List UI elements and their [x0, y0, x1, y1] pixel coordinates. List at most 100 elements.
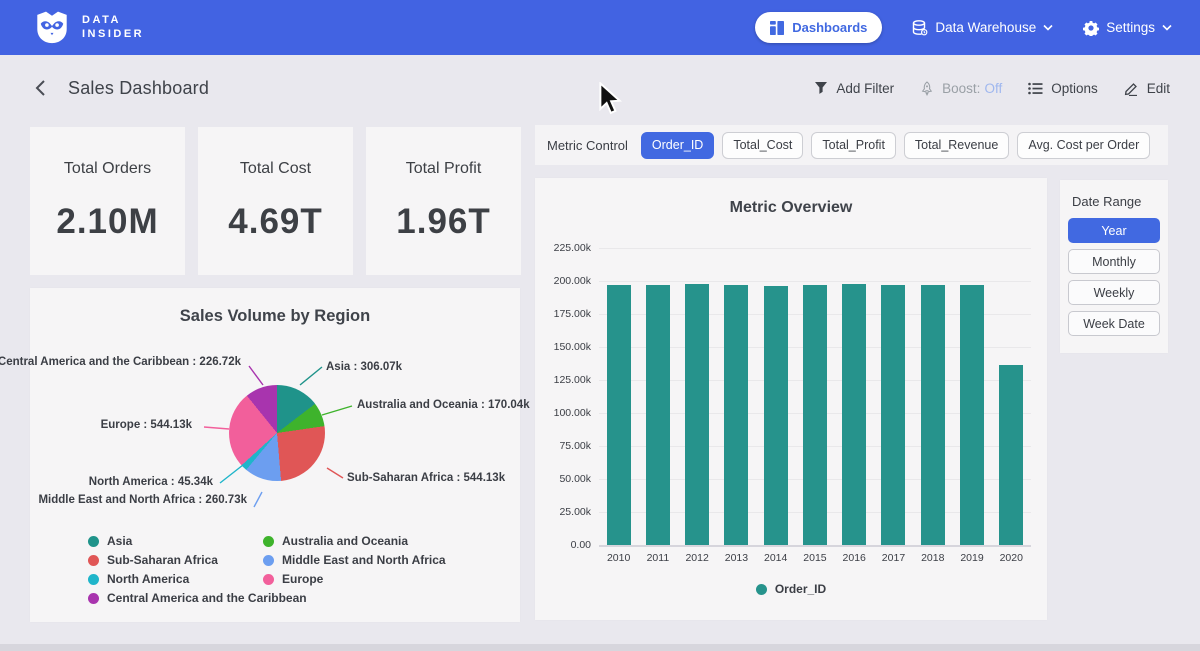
- edit-pencil-icon: [1124, 81, 1139, 96]
- boost-toggle[interactable]: Boost: Off: [920, 81, 1002, 96]
- y-tick-label: 100.00k: [539, 407, 591, 419]
- kpi-value: 4.69T: [228, 202, 323, 242]
- x-tick-label: 2012: [678, 552, 717, 564]
- metric-option-total-cost[interactable]: Total_Cost: [722, 132, 803, 159]
- pie-label-north-america: North America : 45.34k: [89, 476, 213, 488]
- edit-label: Edit: [1147, 81, 1170, 96]
- metric-control-bar: Metric Control Order_ID Total_Cost Total_P…: [535, 125, 1168, 165]
- x-tick-label: 2015: [795, 552, 834, 564]
- database-icon: [912, 20, 928, 36]
- metric-option-avg-cost-per-order[interactable]: Avg. Cost per Order: [1017, 132, 1150, 159]
- legend-item-central-america-and-the-caribbean[interactable]: Central America and the Caribbean: [88, 591, 307, 605]
- owl-logo-icon: [34, 11, 70, 44]
- pie-label-asia: Asia : 306.07k: [326, 361, 402, 373]
- pie-disc[interactable]: [229, 385, 325, 481]
- bar-2018[interactable]: [921, 285, 945, 545]
- metric-button-group: Order_ID Total_Cost Total_Profit Total_Reve…: [641, 132, 1150, 159]
- pie-label-sub-saharan-africa: Sub-Saharan Africa : 544.13k: [347, 472, 505, 484]
- legend-label: Asia: [107, 534, 132, 548]
- bar-2019[interactable]: [960, 285, 984, 545]
- data-warehouse-label: Data Warehouse: [935, 20, 1036, 35]
- kpi-value: 2.10M: [56, 202, 158, 242]
- page-header: Sales Dashboard Add Filter Boost: Off: [0, 55, 1200, 121]
- chevron-down-icon: [1043, 24, 1053, 31]
- pie-label-middle-east-and-north-africa: Middle East and North Africa : 260.73k: [38, 494, 247, 506]
- bar-2012[interactable]: [685, 284, 709, 545]
- metric-control-label: Metric Control: [547, 138, 628, 153]
- options-list-icon: [1028, 82, 1043, 95]
- x-tick-label: 2019: [953, 552, 992, 564]
- kpi-card-total-profit: Total Profit 1.96T: [366, 127, 521, 275]
- kpi-label: Total Profit: [406, 160, 482, 178]
- bar-2015[interactable]: [803, 285, 827, 545]
- y-tick-label: 225.00k: [539, 242, 591, 254]
- legend-label: Australia and Oceania: [282, 534, 408, 548]
- bar-2011[interactable]: [646, 285, 670, 545]
- bar-2020[interactable]: [999, 365, 1023, 545]
- legend-dot: [756, 584, 767, 595]
- top-navbar: DATA INSIDER Dashboards: [0, 0, 1200, 55]
- metric-option-total-profit[interactable]: Total_Profit: [811, 132, 896, 159]
- data-warehouse-menu[interactable]: Data Warehouse: [912, 20, 1053, 36]
- x-tick-label: 2018: [913, 552, 952, 564]
- date-range-option-monthly[interactable]: Monthly: [1068, 249, 1160, 274]
- bar-2013[interactable]: [724, 285, 748, 545]
- bar-2014[interactable]: [764, 286, 788, 546]
- dashboards-label: Dashboards: [792, 20, 867, 35]
- bar-chart-plot: [599, 248, 1031, 545]
- settings-menu[interactable]: Settings: [1083, 20, 1172, 36]
- filter-funnel-icon: [814, 81, 828, 95]
- dashboards-grid-icon: [770, 21, 784, 35]
- pie-label-australia-and-oceania: Australia and Oceania : 170.04k: [357, 399, 530, 411]
- y-tick-label: 0.00: [539, 539, 591, 551]
- add-filter-button[interactable]: Add Filter: [814, 81, 894, 96]
- gridline: [599, 545, 1031, 547]
- options-label: Options: [1051, 81, 1098, 96]
- kpi-row: Total Orders 2.10M Total Cost 4.69T Tota…: [30, 127, 520, 275]
- kpi-card-total-orders: Total Orders 2.10M: [30, 127, 185, 275]
- bar-2010[interactable]: [607, 285, 631, 545]
- back-button[interactable]: [34, 79, 46, 97]
- bar-chart-title: Metric Overview: [535, 199, 1047, 217]
- x-tick-label: 2013: [717, 552, 756, 564]
- add-filter-label: Add Filter: [836, 81, 894, 96]
- brand-line1: DATA: [82, 15, 144, 26]
- y-tick-label: 150.00k: [539, 341, 591, 353]
- boost-label: Boost:: [942, 81, 980, 96]
- dashboards-button[interactable]: Dashboards: [755, 12, 882, 43]
- date-range-option-year[interactable]: Year: [1068, 218, 1160, 243]
- kpi-card-total-cost: Total Cost 4.69T: [198, 127, 353, 275]
- date-range-option-week-date[interactable]: Week Date: [1068, 311, 1160, 336]
- legend-label: North America: [107, 572, 189, 586]
- date-range-label: Date Range: [1072, 194, 1160, 209]
- legend-dot: [88, 536, 99, 547]
- bar-2017[interactable]: [881, 285, 905, 545]
- metric-option-order-id[interactable]: Order_ID: [641, 132, 714, 159]
- x-tick-label: 2016: [835, 552, 874, 564]
- legend-item-middle-east-and-north-africa[interactable]: Middle East and North Africa: [263, 553, 446, 567]
- y-tick-label: 75.00k: [539, 440, 591, 452]
- boost-state: Off: [984, 81, 1002, 96]
- date-range-option-weekly[interactable]: Weekly: [1068, 280, 1160, 305]
- legend-item-europe[interactable]: Europe: [263, 572, 446, 586]
- bar-2016[interactable]: [842, 284, 866, 545]
- y-tick-label: 175.00k: [539, 308, 591, 320]
- rocket-icon: [920, 81, 934, 96]
- legend-dot: [263, 555, 274, 566]
- legend-label: Order_ID: [775, 582, 826, 596]
- pie-legend-column: Australia and Oceania Middle East and Nor…: [263, 534, 446, 586]
- pie-label-europe: Europe : 544.13k: [101, 419, 192, 431]
- x-tick-label: 2010: [599, 552, 638, 564]
- metric-option-total-revenue[interactable]: Total_Revenue: [904, 132, 1009, 159]
- settings-label: Settings: [1106, 20, 1155, 35]
- pie-chart-area: Asia : 306.07kAustralia and Oceania : 17…: [30, 288, 520, 622]
- chevron-down-icon: [1162, 24, 1172, 31]
- pie-chart-card: Sales Volume by Region Asia : 306.07kAus…: [30, 288, 520, 622]
- legend-label: Middle East and North Africa: [282, 553, 446, 567]
- kpi-value: 1.96T: [396, 202, 491, 242]
- bar-chart-card: Metric Overview 225.00k200.00k175.00k150…: [535, 178, 1047, 620]
- legend-item-australia-and-oceania[interactable]: Australia and Oceania: [263, 534, 446, 548]
- kpi-label: Total Orders: [64, 160, 151, 178]
- options-button[interactable]: Options: [1028, 81, 1098, 96]
- edit-button[interactable]: Edit: [1124, 81, 1170, 96]
